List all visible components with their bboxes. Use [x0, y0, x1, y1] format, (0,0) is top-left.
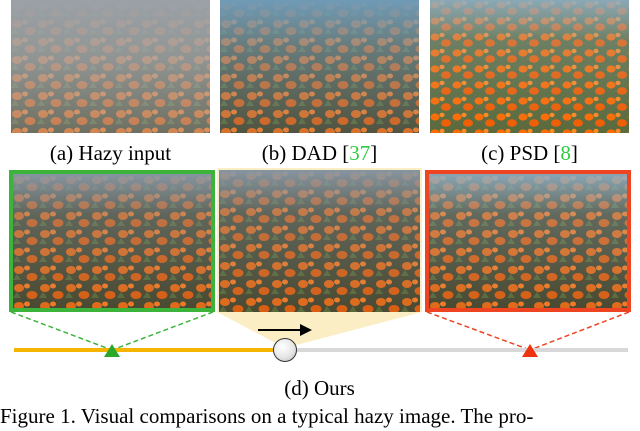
citation-link[interactable]: 8	[560, 141, 571, 165]
ours-result-high	[425, 170, 631, 312]
green-marker-icon	[104, 344, 120, 357]
slider-handle[interactable]	[273, 338, 297, 362]
hazy-input-image	[11, 0, 210, 133]
dad-result-image	[220, 0, 419, 133]
caption-dad: (b) DAD [37]	[261, 141, 378, 165]
figure-caption: Figure 1. Visual comparisons on a typica…	[0, 404, 534, 428]
ours-result-low	[9, 170, 215, 312]
caption-psd: (c) PSD [8]	[481, 141, 578, 165]
citation-link[interactable]: 37	[349, 141, 371, 165]
caption-ours: (d) Ours	[284, 376, 355, 400]
red-marker-icon	[522, 344, 538, 357]
ours-result-mid	[219, 170, 420, 312]
psd-result-image	[430, 0, 629, 133]
caption-hazy-input: (a) Hazy input	[49, 141, 172, 165]
arrow-right-icon	[300, 324, 312, 336]
